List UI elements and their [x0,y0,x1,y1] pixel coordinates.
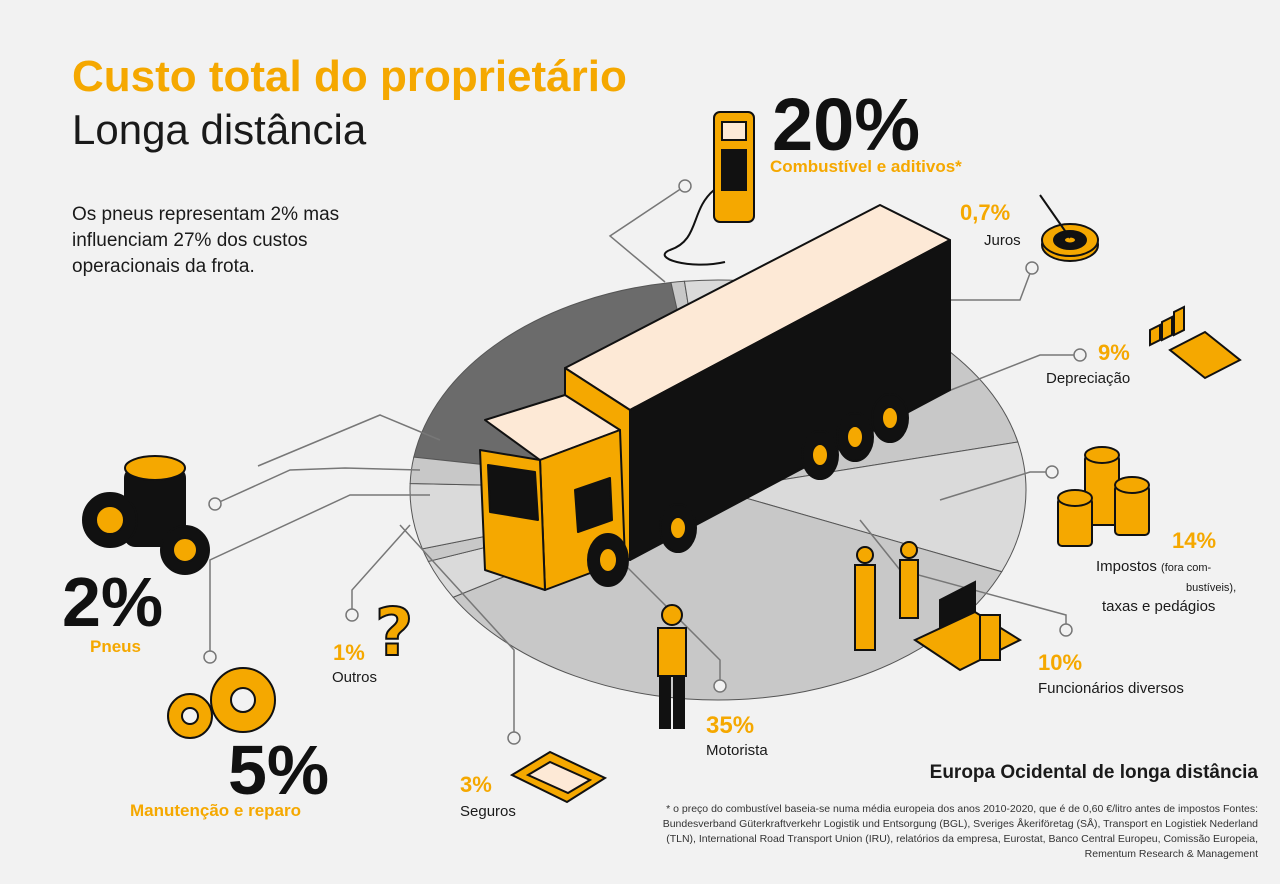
tyres-label: Pneus [90,637,142,656]
driver-pct: 35% [706,712,755,739]
target-icon [1039,194,1099,262]
insurance-pct: 3% [460,772,492,797]
gears-icon [167,667,276,739]
fuel-label: Combustível e aditivos* [770,157,962,176]
pie-slice-staff [717,441,1027,573]
leader-insurance [399,524,515,738]
leader-other [351,524,411,615]
maintenance-pct: 5% [228,731,330,809]
leader-dots [203,179,1087,745]
fuel-pct: 20% [772,83,921,166]
truck-illustration [479,204,951,591]
page-subtitle: Longa distância [72,106,367,153]
leader-tyres-2 [257,414,441,467]
coins-icon [1057,446,1150,547]
tyres-icon [82,455,210,575]
driver-label: Motorista [706,742,768,759]
leader-maintenance [209,494,430,657]
insurance-document-icon [509,750,608,804]
region-title: Europa Ocidental de longa distância [929,762,1258,783]
tyres-pct: 2% [62,563,164,641]
leader-tyres [214,467,421,505]
staff-label: Funcionários diversos [1038,680,1184,697]
leader-fuel [608,185,686,283]
other-pct: 1% [333,640,365,665]
question-mark-icon: ? [374,593,414,672]
calculator-icon [1149,305,1242,380]
other-label: Outros [332,669,378,686]
staff-pct: 10% [1038,650,1083,675]
driver-icon [657,604,687,729]
svg-text:?: ? [375,594,413,671]
fuel-pump-icon [663,111,755,266]
taxes-label-b: taxas e pedágios [1102,598,1216,615]
intro-text: Os pneus representam 2% mas influenciam … [72,204,340,277]
taxes-pct: 14% [1172,528,1217,553]
interest-label: Juros [984,232,1021,249]
office-staff-icon [854,541,1023,672]
depreciation-label: Depreciação [1046,370,1131,387]
leader-driver [619,559,721,686]
maintenance-label: Manutenção e reparo [130,801,301,820]
interest-pct: 0,7% [960,200,1011,225]
leader-lines [209,185,1080,738]
leader-taxes [939,471,1052,501]
page-title: Custo total do proprietário [72,52,627,101]
footnote: * o preço do combustível baseia-se numa … [662,803,1258,860]
taxes-label-a: Impostos (fora com- [1096,558,1212,575]
insurance-label: Seguros [460,803,516,820]
depreciation-pct: 9% [1098,340,1130,365]
leader-staff [859,519,1067,630]
taxes-label-small2: bustíveis), [1186,582,1237,594]
